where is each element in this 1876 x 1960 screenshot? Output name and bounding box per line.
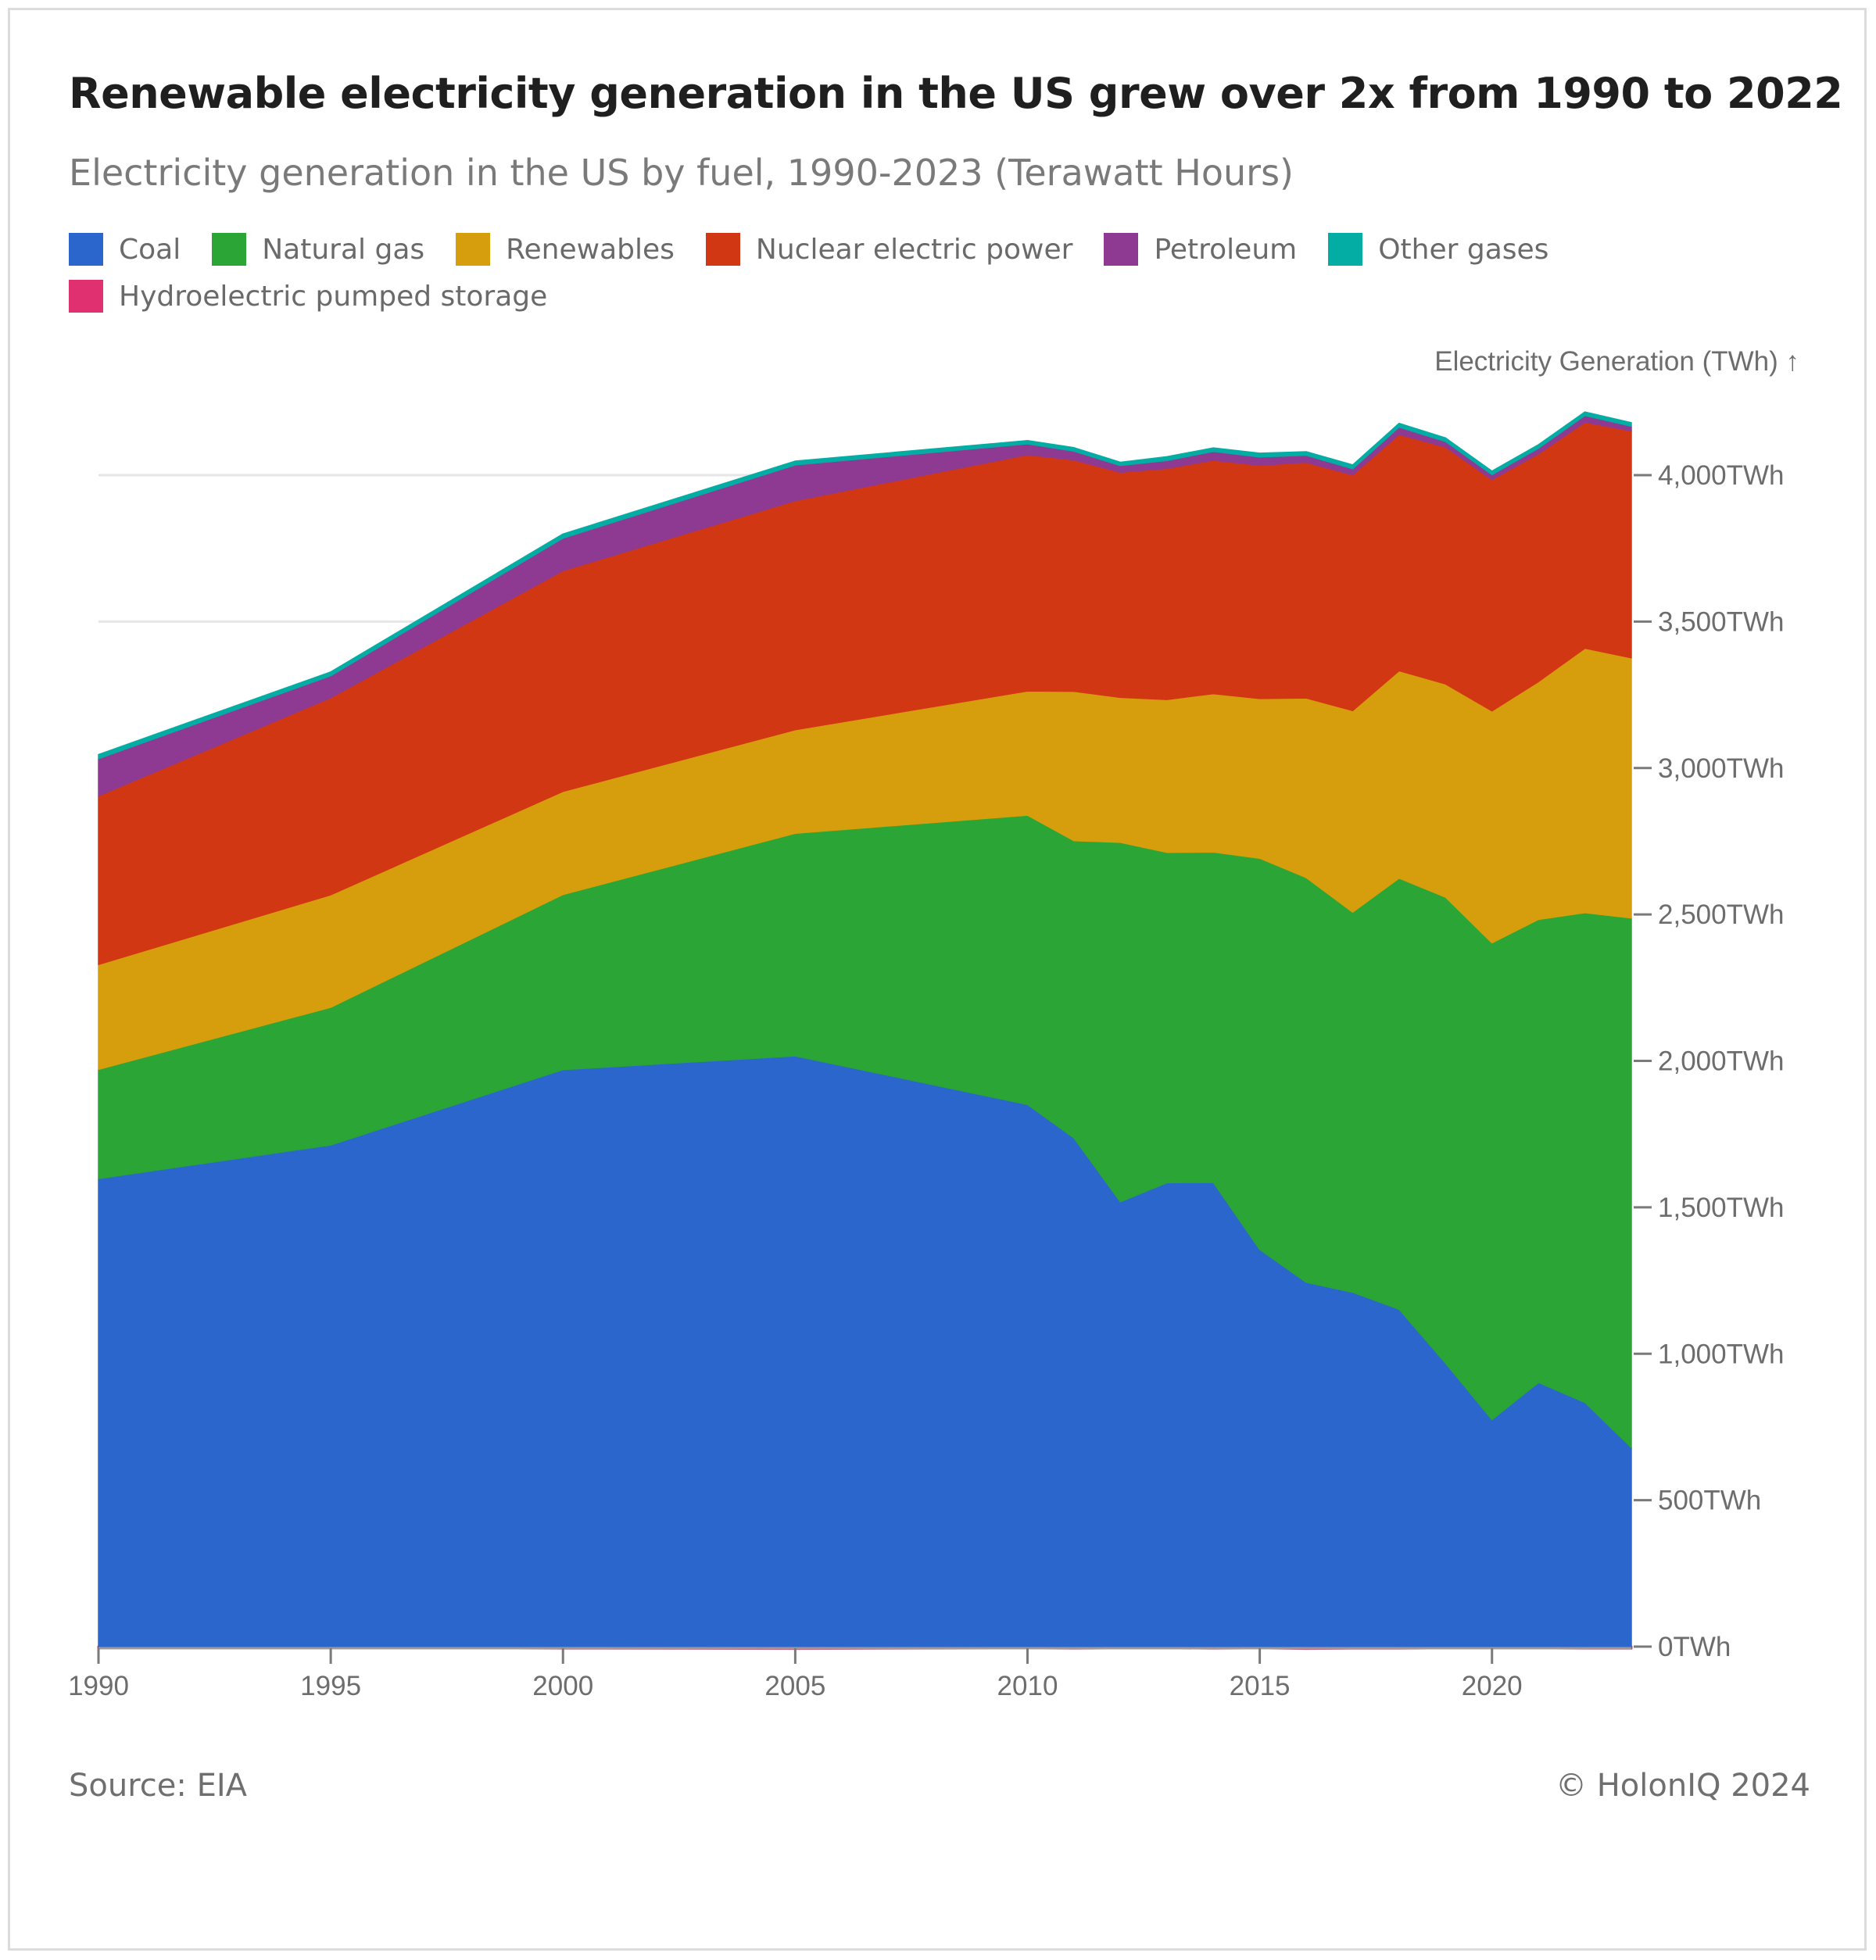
legend-item-petroleum[interactable]: Petroleum [1104, 233, 1297, 266]
x-tick-label: 1990 [68, 1671, 129, 1701]
chart-legend: Coal Natural gas Renewables Nuclear elec… [69, 233, 1828, 313]
legend-swatch [1104, 233, 1139, 266]
copyright-note: © HolonIQ 2024 [1556, 1768, 1810, 1804]
legend-item-nuclear[interactable]: Nuclear electric power [705, 233, 1073, 266]
legend-swatch [69, 280, 103, 313]
y-tick-label: 1,500TWh [1658, 1193, 1784, 1223]
chart-title: Renewable electricity generation in the … [69, 69, 1843, 118]
y-tick-label: 3,000TWh [1658, 753, 1784, 784]
legend-label: Hydroelectric pumped storage [119, 280, 548, 313]
x-tick-label: 2005 [764, 1671, 825, 1701]
legend-swatch [69, 233, 103, 266]
y-tick-label: 0TWh [1658, 1632, 1731, 1662]
y-tick-label: 1,000TWh [1658, 1339, 1784, 1369]
y-tick-label: 2,000TWh [1658, 1046, 1784, 1077]
y-tick-label: 500TWh [1658, 1486, 1761, 1516]
legend-label: Coal [119, 233, 181, 266]
y-axis-title: Electricity Generation (TWh) ↑ [1434, 346, 1799, 377]
x-tick-label: 2015 [1230, 1671, 1291, 1701]
area-other-gases[interactable] [98, 411, 1632, 760]
legend-item-renewables[interactable]: Renewables [456, 233, 675, 266]
legend-label: Nuclear electric power [755, 233, 1073, 266]
chart-subtitle: Electricity generation in the US by fuel… [69, 152, 1294, 194]
legend-swatch [1328, 233, 1363, 266]
legend-label: Renewables [506, 233, 675, 266]
y-tick-label: 3,500TWh [1658, 606, 1784, 637]
legend-swatch [212, 233, 247, 266]
legend-label: Other gases [1378, 233, 1549, 266]
x-tick-label: 1995 [300, 1671, 361, 1701]
legend-item-other-gases[interactable]: Other gases [1328, 233, 1548, 266]
area-series [97, 411, 1633, 1651]
x-tick-label: 2000 [532, 1671, 593, 1701]
y-tick-label: 4,000TWh [1658, 460, 1784, 491]
axes: 0TWh 500TWh 1,000TWh 1,500TWh 2,000TWh 2,500T… [68, 460, 1784, 1701]
legend-label: Natural gas [262, 233, 425, 266]
legend-item-pumped-storage[interactable]: Hydroelectric pumped storage [69, 280, 547, 313]
legend-label: Petroleum [1154, 233, 1298, 266]
source-note: Source: EIA [69, 1768, 248, 1804]
legend-item-coal[interactable]: Coal [69, 233, 181, 266]
x-tick-label: 2010 [997, 1671, 1058, 1701]
y-tick-label: 2,500TWh [1658, 900, 1784, 930]
legend-item-natural-gas[interactable]: Natural gas [212, 233, 424, 266]
x-tick-label: 2020 [1462, 1671, 1523, 1701]
legend-swatch [705, 233, 740, 266]
legend-swatch [456, 233, 491, 266]
